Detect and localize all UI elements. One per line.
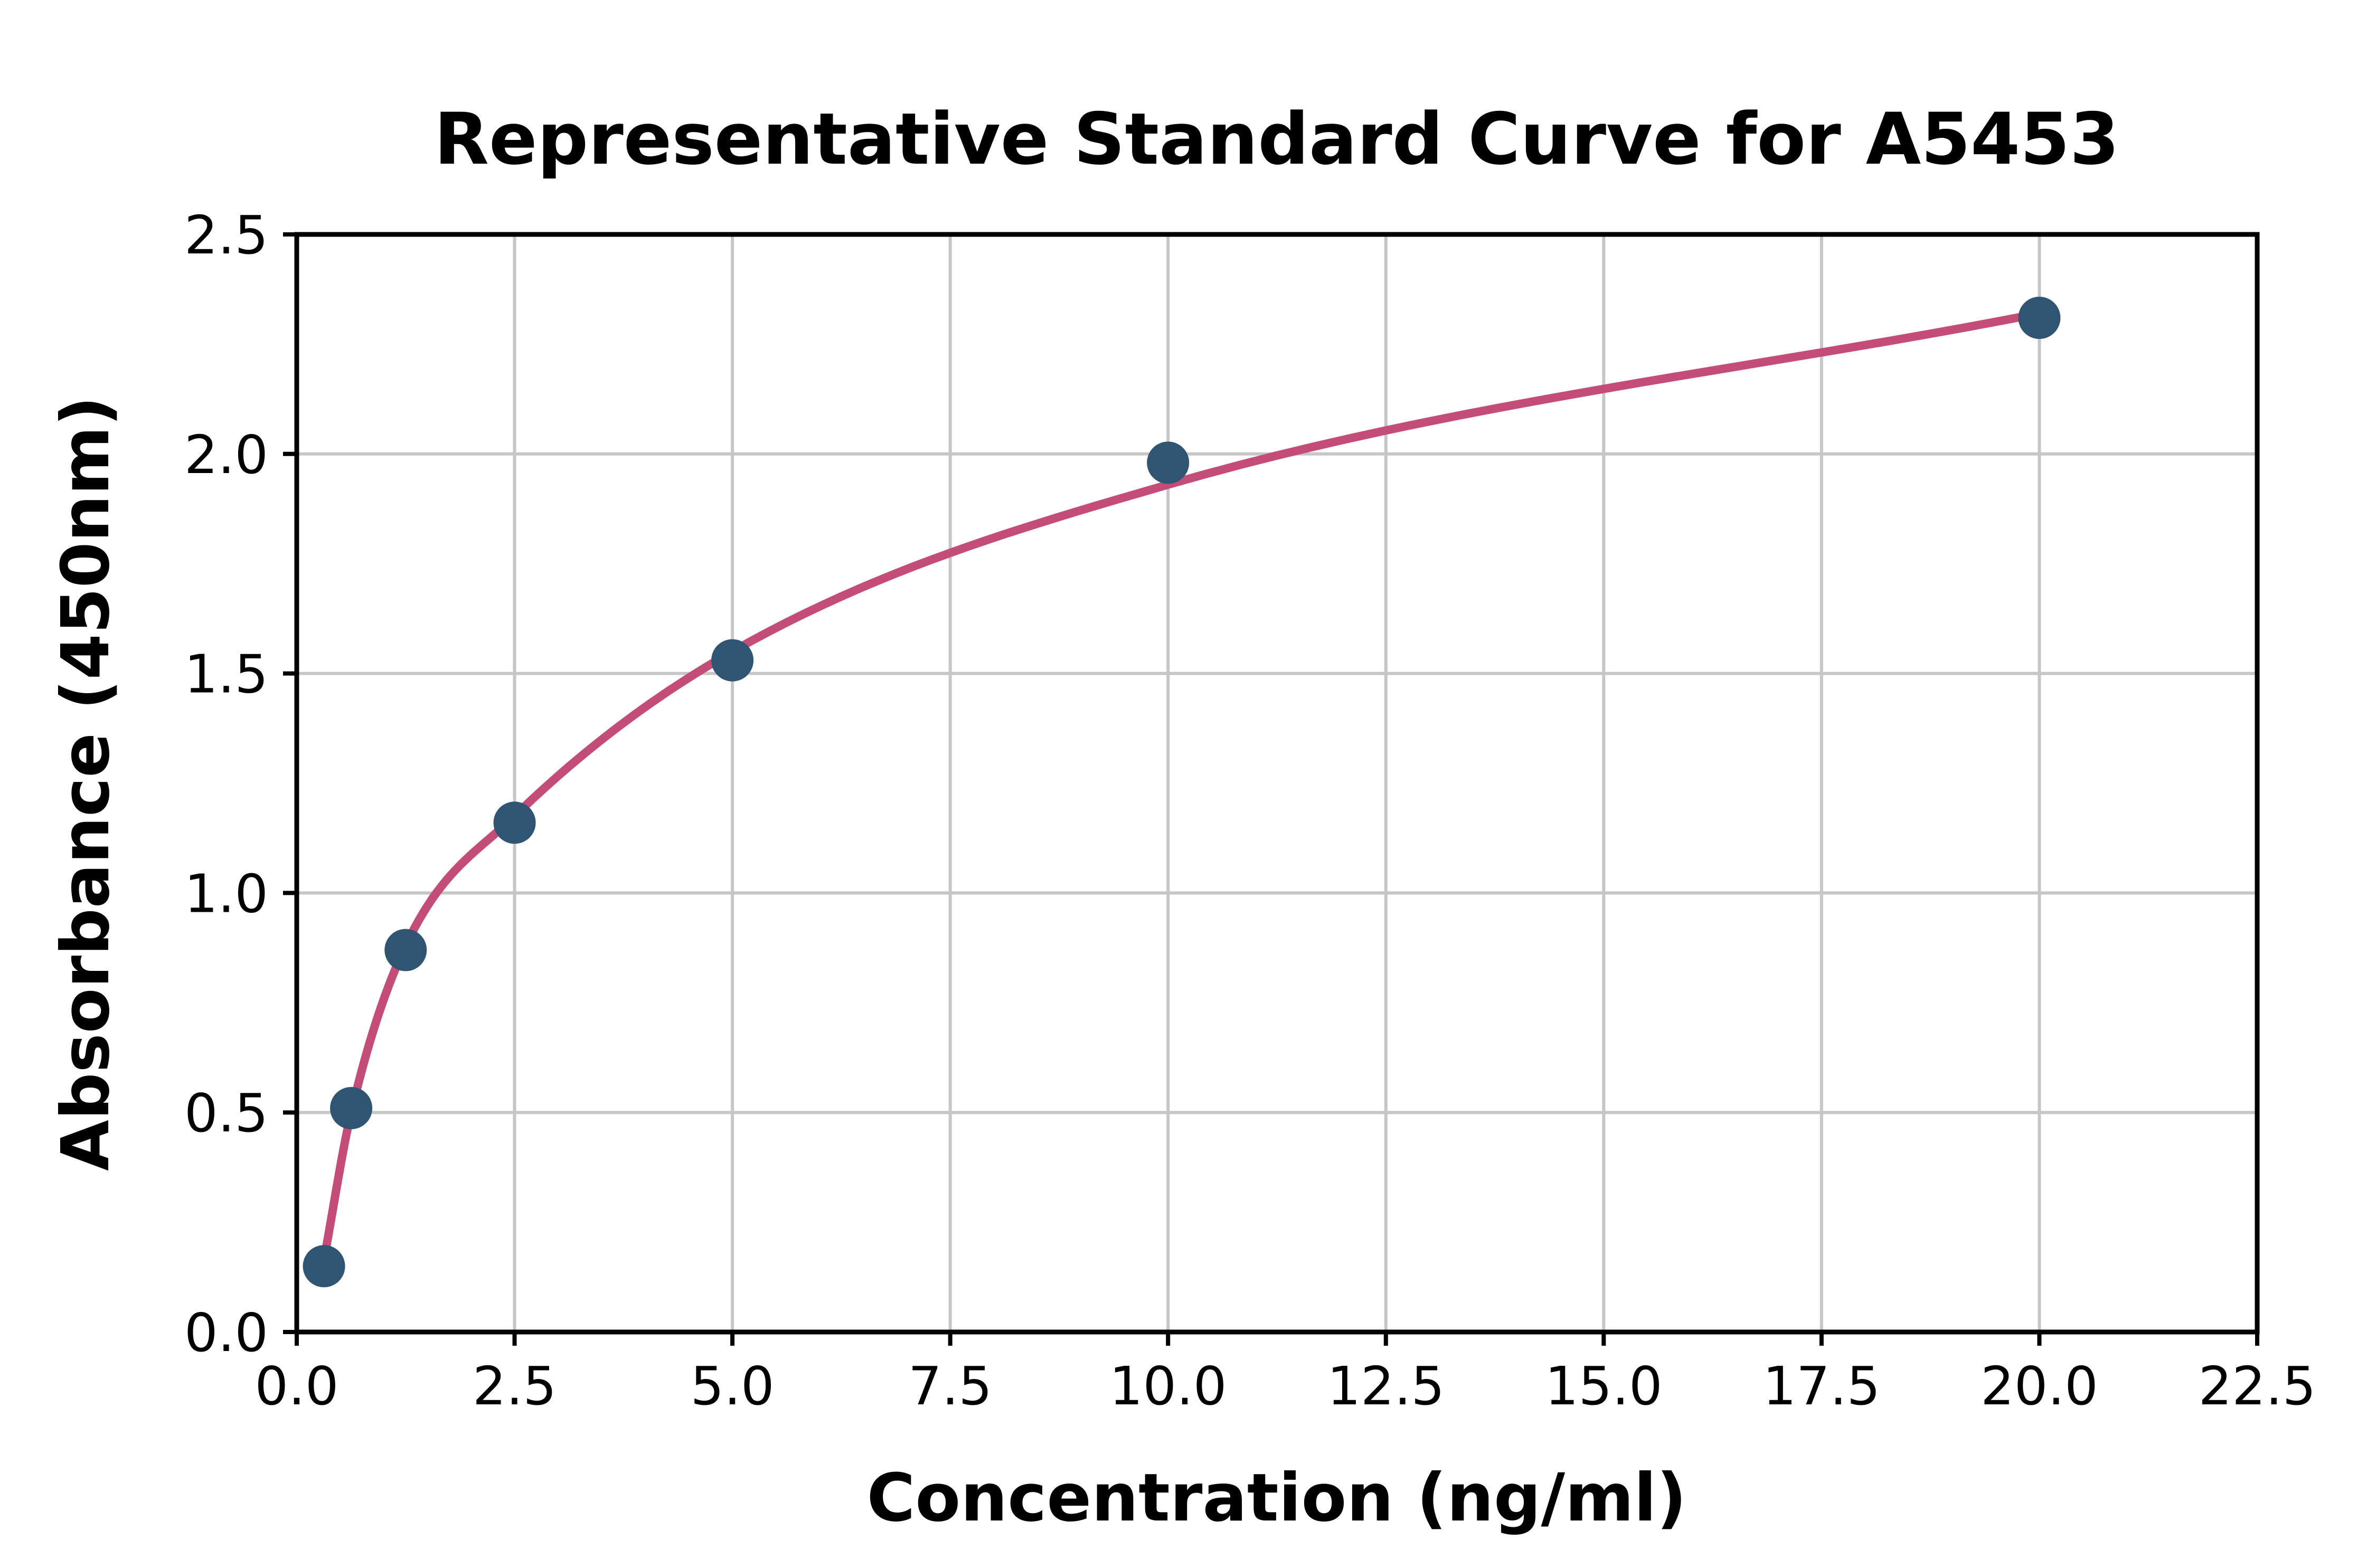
x-tick-label: 20.0 <box>1981 1355 2098 1417</box>
data-point <box>493 801 536 844</box>
y-axis-label: Absorbance (450nm) <box>48 396 124 1171</box>
x-tick-label: 0.0 <box>254 1355 338 1417</box>
data-point <box>330 1087 373 1129</box>
x-tick-label: 10.0 <box>1109 1355 1227 1417</box>
data-point <box>384 929 427 971</box>
x-tick-label: 7.5 <box>908 1355 992 1417</box>
x-tick-label: 2.5 <box>473 1355 557 1417</box>
data-point <box>711 639 754 682</box>
axis-ticks <box>283 232 2259 1346</box>
data-points <box>303 297 2061 1288</box>
gridlines <box>297 234 2257 1332</box>
x-tick-label: 15.0 <box>1545 1355 1663 1417</box>
plot-border <box>294 232 2260 1335</box>
chart-title: Representative Standard Curve for A5453 <box>434 98 2119 181</box>
x-tick-label: 22.5 <box>2199 1355 2316 1417</box>
x-axis-label: Concentration (ng/ml) <box>867 1460 1687 1536</box>
data-point <box>303 1245 345 1288</box>
data-point <box>1147 441 1190 484</box>
y-tick-label: 2.0 <box>184 424 268 486</box>
x-tick-label: 17.5 <box>1763 1355 1881 1417</box>
y-tick-label: 1.0 <box>184 863 268 924</box>
y-tick-label: 0.5 <box>184 1082 268 1144</box>
tick-labels: 0.0 2.5 5.0 7.5 10.0 12.5 15.0 17.5 20.0 22.5 0.0 0… <box>184 204 2316 1417</box>
y-tick-label: 1.5 <box>184 644 268 705</box>
y-tick-label: 2.5 <box>184 204 268 266</box>
x-tick-label: 12.5 <box>1327 1355 1445 1417</box>
x-tick-label: 5.0 <box>691 1355 775 1417</box>
data-point <box>2018 297 2061 339</box>
y-tick-label: 0.0 <box>184 1302 268 1364</box>
